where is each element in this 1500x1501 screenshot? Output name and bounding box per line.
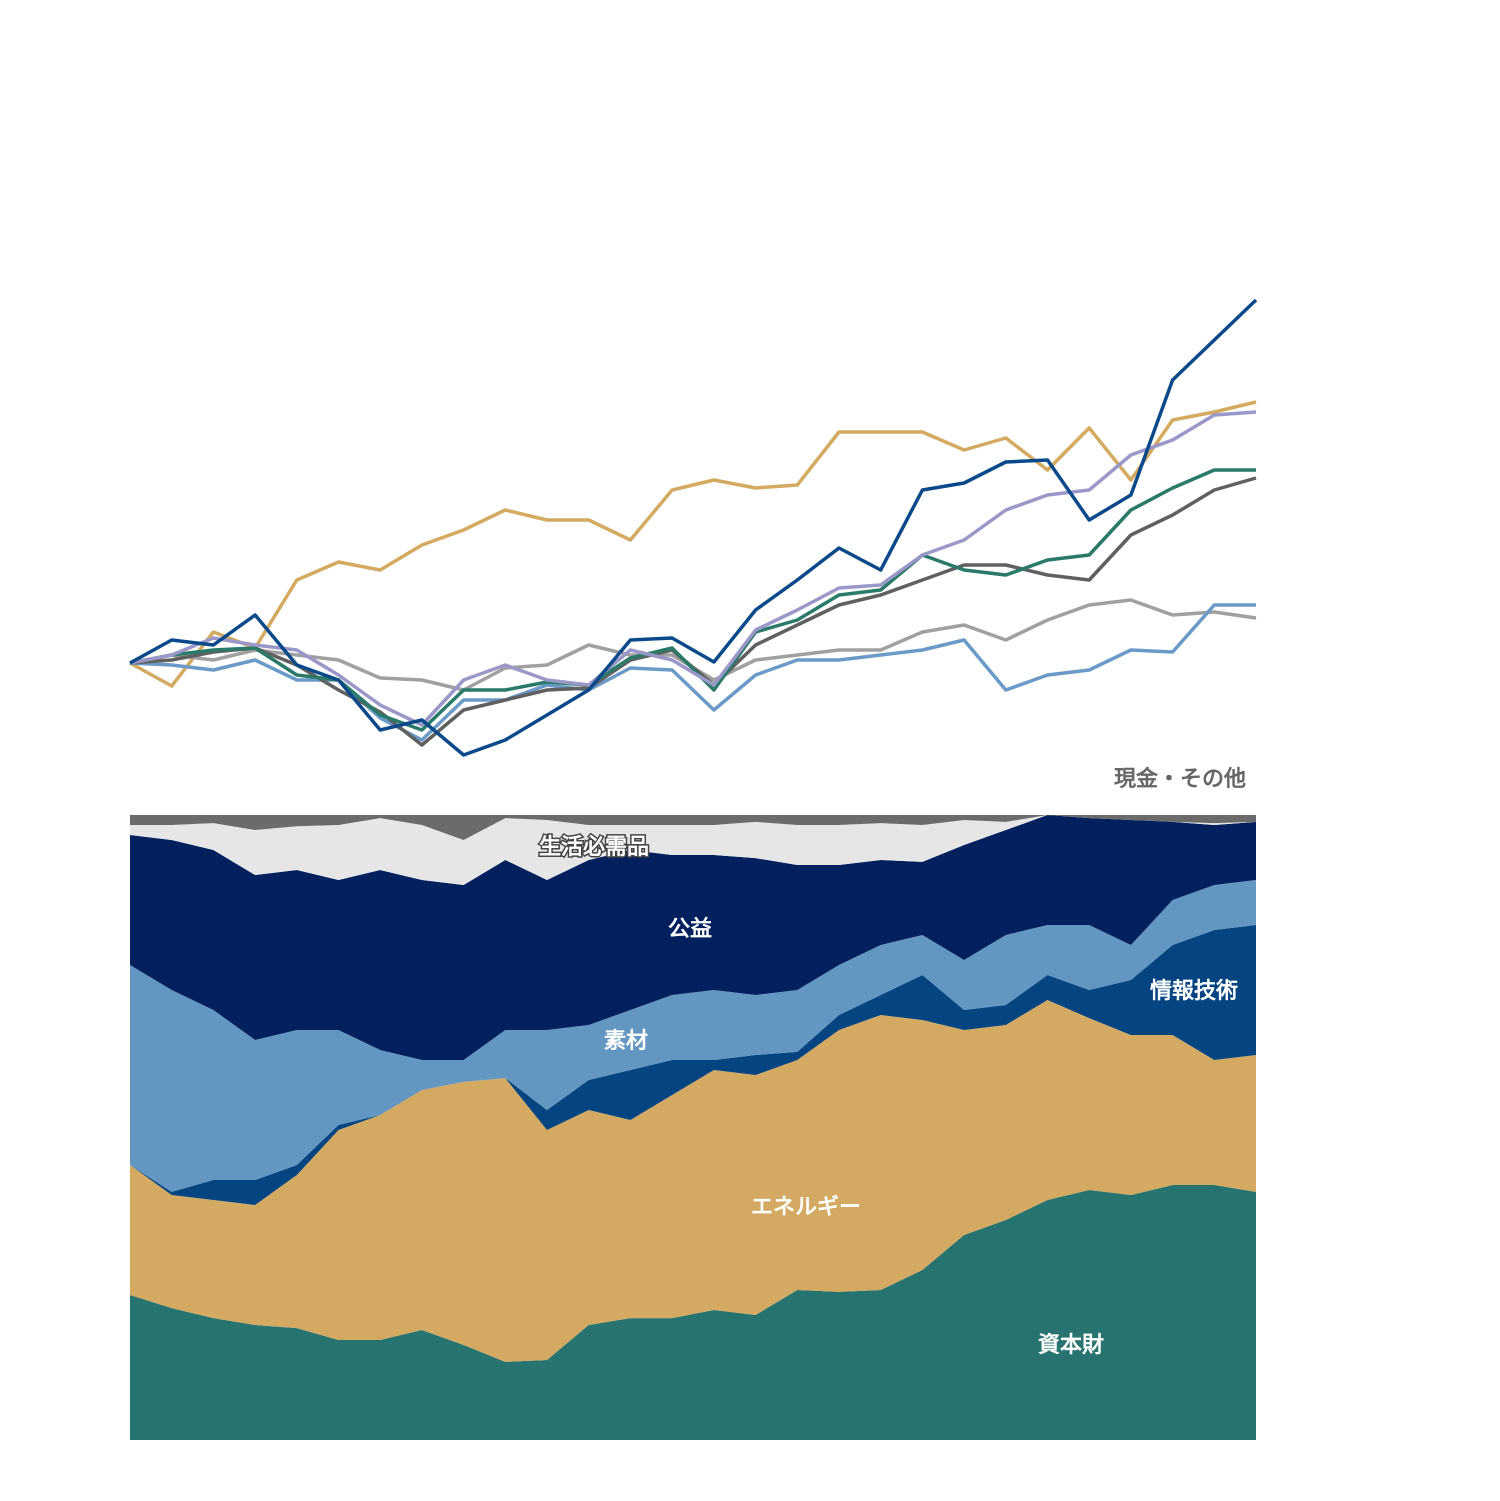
area: [130, 1185, 1256, 1440]
line: [129, 410, 1257, 727]
area: [130, 925, 1256, 1205]
line: [129, 298, 1258, 757]
area-label: 公益: [668, 916, 712, 942]
area: [130, 815, 1256, 840]
area: [130, 1000, 1256, 1362]
area: [130, 880, 1256, 1192]
line: [129, 603, 1256, 742]
area-label: 現金・その他: [1114, 766, 1246, 792]
area-label: 素材: [604, 1028, 648, 1054]
area-label: 情報技術: [1150, 978, 1238, 1004]
area-label: エネルギー: [751, 1195, 861, 1220]
line: [129, 400, 1257, 688]
area-label: 資本財: [1038, 1332, 1104, 1358]
area-label: 生活必需品: [539, 834, 649, 860]
area: [130, 815, 1256, 885]
line: [129, 468, 1256, 732]
area: [130, 815, 1256, 1060]
